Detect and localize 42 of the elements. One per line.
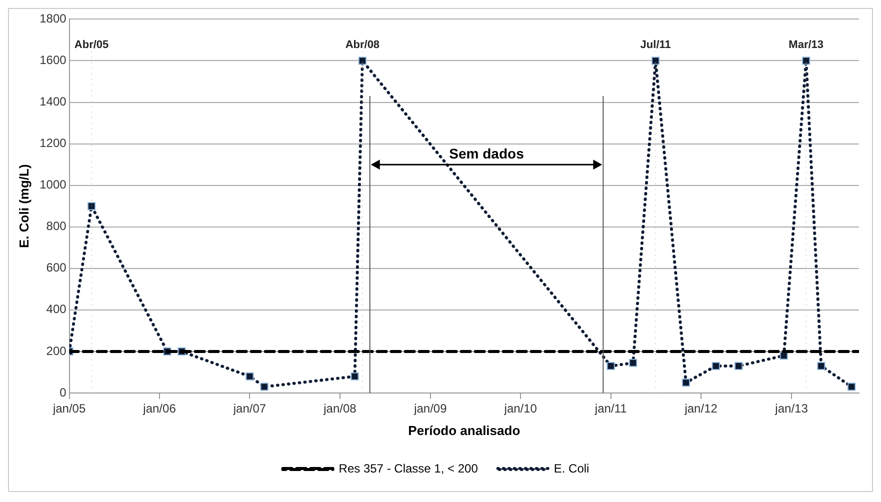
- point: [350, 372, 359, 380]
- x-tick-label: jan/09: [413, 402, 448, 416]
- y-tick-label: 1000: [40, 178, 67, 192]
- x-axis-title: Período analisado: [408, 422, 520, 438]
- point: [358, 56, 366, 65]
- point: [734, 362, 743, 370]
- point: [802, 56, 810, 65]
- point: [682, 378, 690, 387]
- point: [712, 362, 720, 370]
- y-tick-label: 0: [60, 385, 67, 400]
- point: [606, 362, 615, 370]
- x-tick-label: jan/11: [594, 402, 628, 416]
- y-tick-label: 400: [46, 302, 67, 316]
- x-tick-label: jan/08: [322, 402, 357, 416]
- point: [629, 358, 638, 367]
- y-tick-label: 600: [46, 260, 67, 275]
- ref-line-label: Abr/05: [74, 39, 109, 52]
- y-tick-label: 1400: [40, 94, 67, 109]
- x-tick-label: jan/07: [232, 402, 266, 416]
- ref-line-label: Jul/11: [640, 39, 671, 52]
- legend-label: Res 357 - Classe 1, < 200: [338, 461, 478, 476]
- legend-label: E. Coli: [554, 461, 590, 476]
- point: [260, 382, 268, 391]
- x-tick-label: jan/05: [52, 402, 86, 416]
- point: [246, 372, 254, 380]
- y-tick-label: 1800: [40, 12, 67, 26]
- point: [88, 202, 96, 210]
- y-tick-label: 1600: [40, 53, 67, 68]
- x-tick-label: jan/12: [684, 402, 718, 416]
- point: [652, 56, 660, 65]
- point: [817, 362, 826, 370]
- y-tick-label: 1200: [40, 136, 67, 150]
- y-tick-label: 200: [46, 344, 67, 358]
- ref-line-label: Mar/13: [788, 39, 824, 52]
- ref-line-label: Abr/08: [345, 39, 380, 52]
- x-tick-label: jan/13: [774, 402, 808, 416]
- y-axis-title: E. Coli (mg/L): [16, 164, 32, 248]
- annotation: Sem dados: [449, 145, 524, 162]
- y-tick-label: 800: [46, 219, 67, 234]
- x-tick-label: jan/06: [142, 402, 176, 416]
- point: [848, 382, 856, 391]
- x-tick-label: jan/10: [503, 402, 538, 416]
